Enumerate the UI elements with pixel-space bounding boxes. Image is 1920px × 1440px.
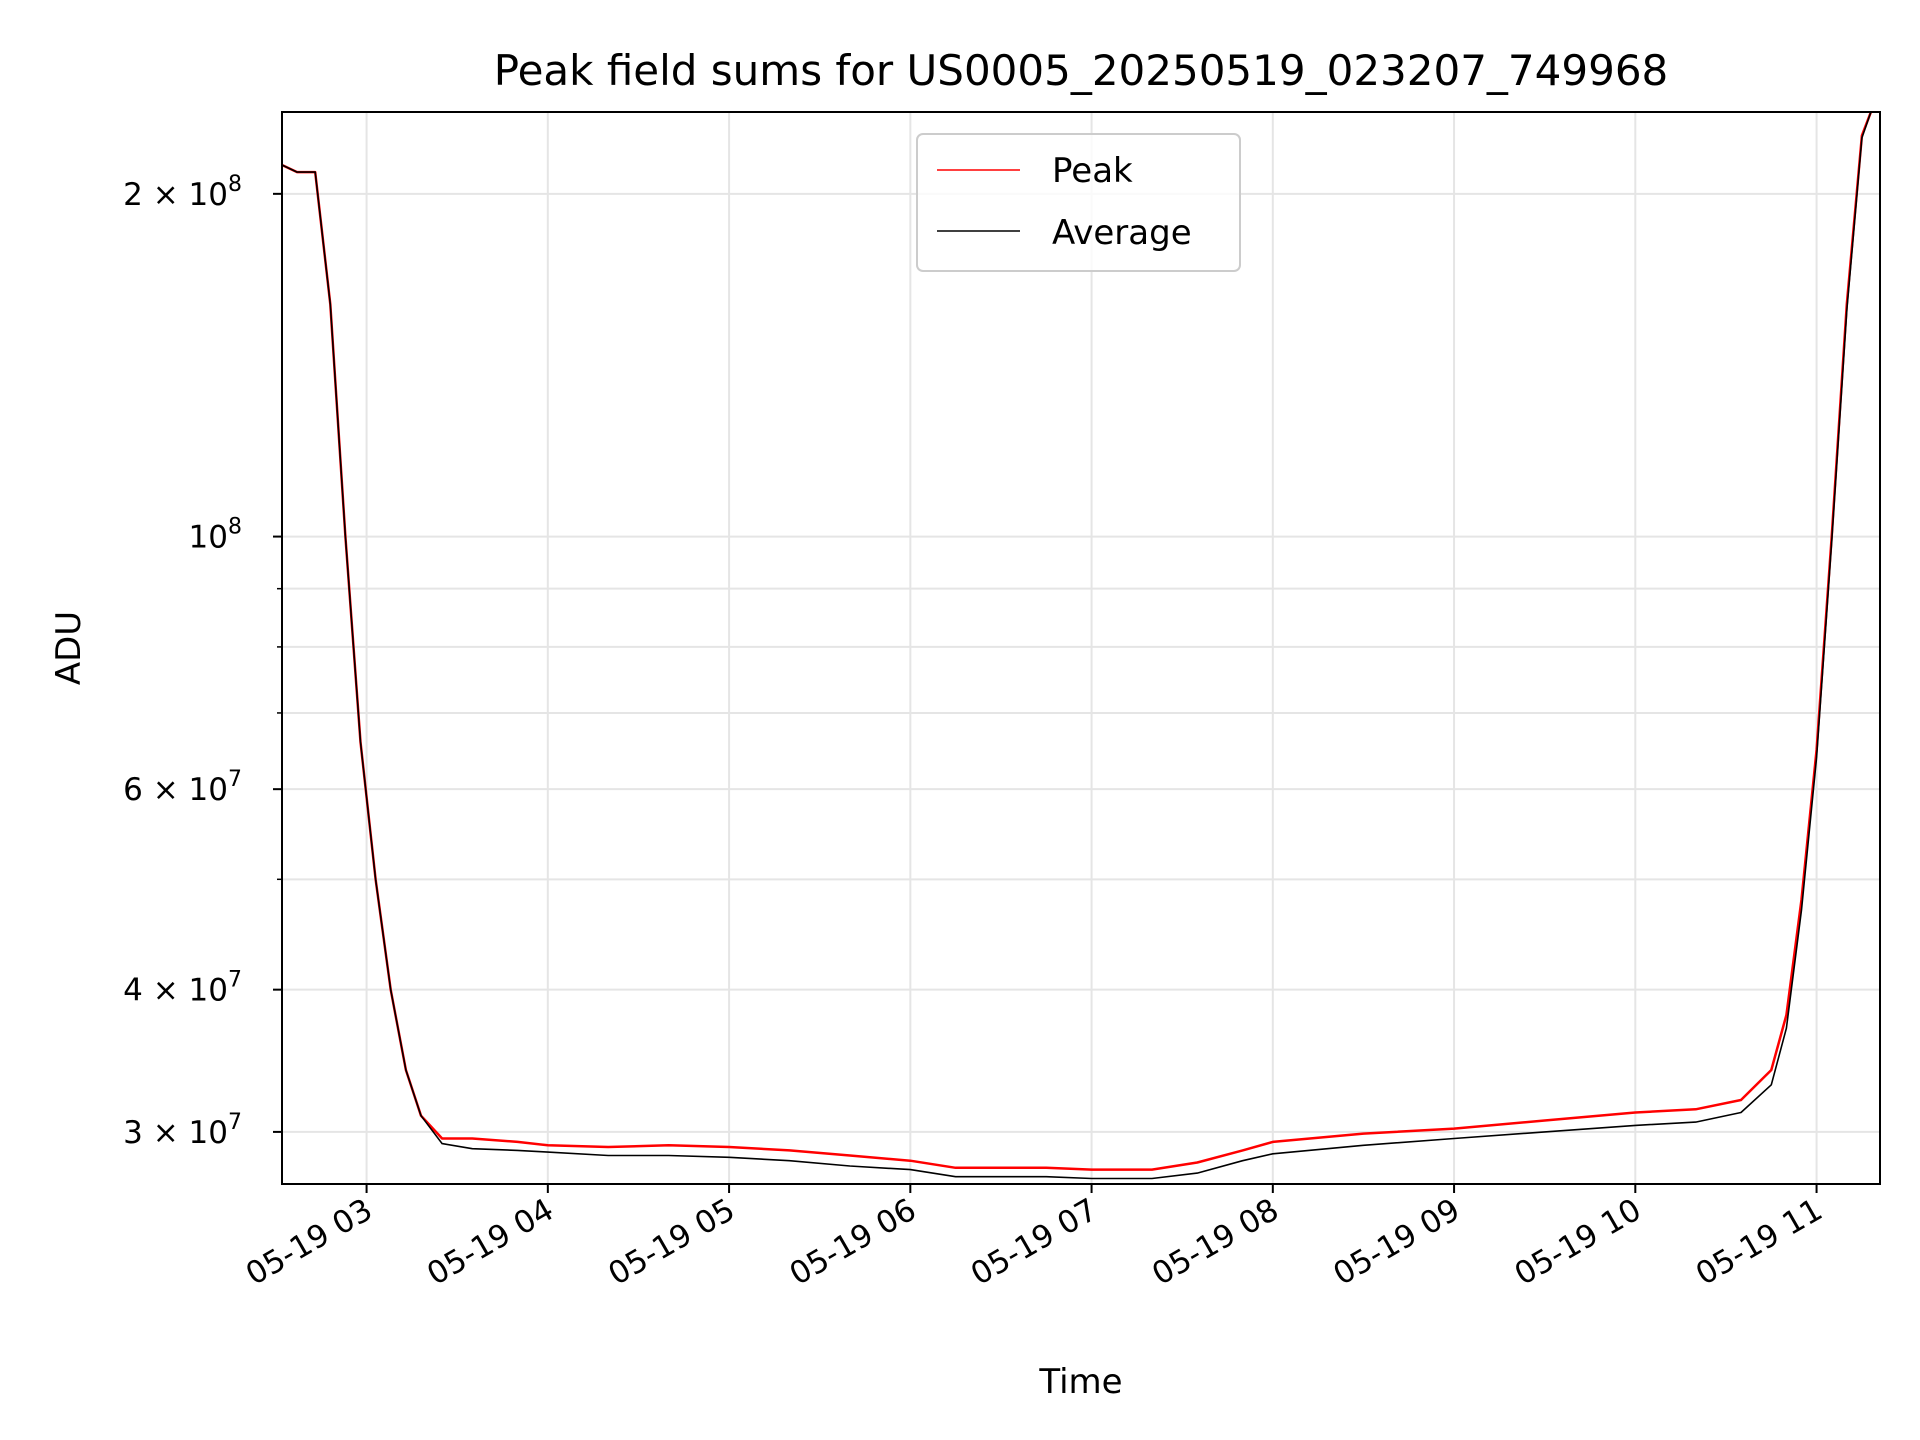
x-axis-label: Time bbox=[1038, 1362, 1122, 1402]
y-tick-exponent: 7 bbox=[228, 1110, 242, 1135]
y-tick-exponent: 8 bbox=[228, 172, 242, 197]
series-average-line bbox=[282, 112, 1872, 1180]
legend-peak-label: Peak bbox=[1052, 151, 1133, 191]
y-tick-label: 3 × 107 bbox=[123, 1110, 242, 1151]
plot-frame bbox=[281, 111, 1881, 1185]
series-average-path bbox=[282, 112, 1872, 1180]
legend: Peak Average bbox=[916, 133, 1241, 272]
legend-average-label: Average bbox=[1052, 213, 1192, 253]
y-tick-label: 2 × 108 bbox=[123, 172, 242, 213]
y-tick-exponent: 7 bbox=[228, 767, 242, 792]
y-axis-label: ADU bbox=[49, 611, 89, 685]
y-tick-exponent: 7 bbox=[228, 968, 242, 993]
y-tick-label: 6 × 107 bbox=[123, 767, 242, 808]
y-tick-exponent: 8 bbox=[228, 515, 242, 540]
chart-title: Peak field sums for US0005_20250519_0232… bbox=[494, 46, 1669, 95]
y-tick-label: 4 × 107 bbox=[123, 968, 242, 1009]
legend-box bbox=[916, 133, 1241, 272]
grid-lines bbox=[282, 112, 1880, 1184]
